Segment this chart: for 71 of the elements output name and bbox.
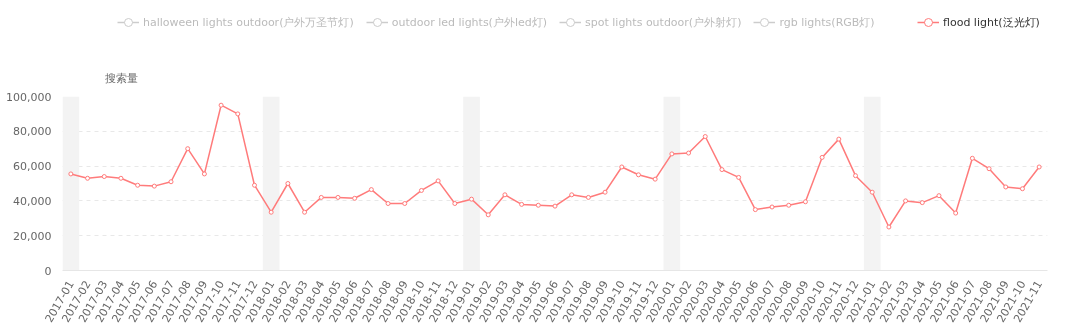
point	[869, 189, 875, 195]
point	[886, 224, 892, 230]
y-tick-label: 80,000	[13, 125, 52, 139]
y-tick-label: 60,000	[13, 160, 52, 174]
point	[969, 155, 975, 161]
point	[702, 134, 708, 140]
point	[85, 175, 91, 181]
point	[185, 146, 191, 152]
point	[802, 199, 808, 205]
point	[635, 172, 641, 178]
point	[919, 200, 925, 206]
point	[686, 150, 692, 156]
point	[1036, 164, 1042, 170]
point	[736, 174, 742, 180]
point	[469, 196, 475, 202]
point	[903, 198, 909, 204]
point	[201, 171, 207, 177]
y-tick-label: 20,000	[13, 229, 52, 243]
point	[118, 175, 124, 181]
point	[1003, 184, 1009, 190]
point	[335, 194, 341, 200]
point	[302, 209, 308, 215]
point	[669, 151, 675, 157]
point	[435, 178, 441, 184]
point	[251, 182, 257, 188]
point	[552, 203, 558, 209]
point	[953, 210, 959, 216]
legend-label: flood light(泛光灯)	[943, 14, 1040, 30]
point	[101, 174, 107, 180]
point	[268, 209, 274, 215]
point	[368, 187, 374, 193]
point	[535, 202, 541, 208]
point	[986, 166, 992, 172]
point	[569, 192, 575, 198]
point	[352, 195, 358, 201]
point	[519, 201, 525, 207]
point	[585, 194, 591, 200]
y-tick-label: 100,000	[6, 90, 52, 104]
point	[168, 179, 174, 185]
point	[786, 202, 792, 208]
point	[836, 136, 842, 142]
point	[68, 171, 74, 177]
point	[218, 102, 224, 108]
point	[502, 192, 508, 198]
point	[385, 201, 391, 207]
point	[769, 204, 775, 210]
y-tick-label: 40,000	[13, 194, 52, 208]
point	[936, 193, 942, 199]
legend-label: halloween lights outdoor(户外万圣节灯)	[143, 14, 354, 30]
point	[819, 154, 825, 160]
point	[652, 176, 658, 182]
point	[853, 173, 859, 179]
legend-label: rgb lights(RGB灯)	[779, 14, 875, 30]
point	[151, 183, 157, 189]
point	[285, 181, 291, 186]
point	[418, 187, 424, 193]
legend-label: spot lights outdoor(户外射灯)	[585, 14, 742, 30]
y-tick-label: 0	[44, 264, 52, 278]
point	[452, 201, 458, 207]
point	[619, 164, 625, 170]
point	[719, 167, 725, 173]
point	[402, 201, 408, 207]
point	[235, 111, 241, 117]
point	[318, 194, 324, 200]
point	[135, 182, 141, 188]
legend-label: outdoor led lights(户外led灯)	[391, 14, 548, 30]
point	[602, 189, 608, 195]
point	[485, 212, 491, 218]
point	[752, 207, 758, 213]
y-axis-title: 搜索量	[105, 72, 139, 85]
point	[1019, 186, 1025, 192]
